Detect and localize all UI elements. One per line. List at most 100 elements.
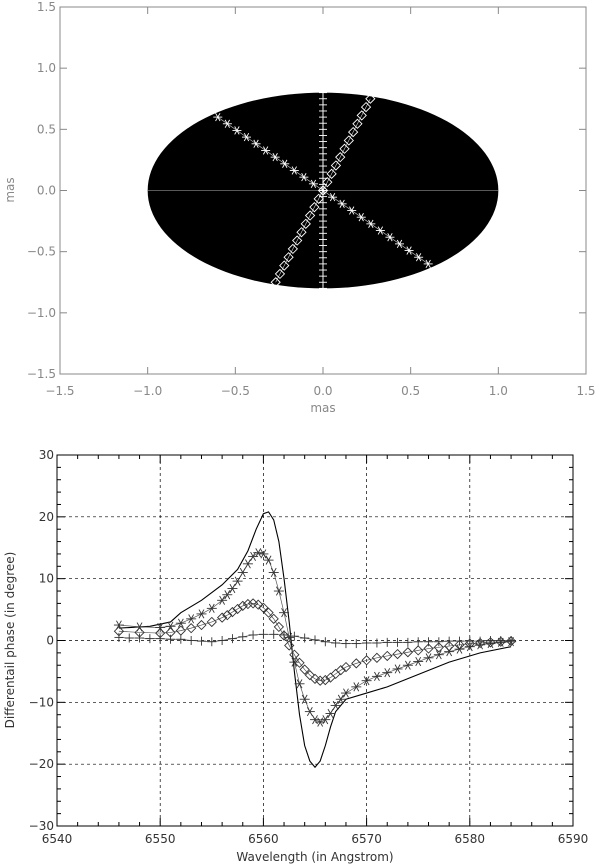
- baseline-asterisk-marker: [308, 179, 318, 188]
- phase-series-asterisk-point: [433, 650, 444, 660]
- phase-series-diamond-point: [454, 639, 465, 650]
- phase-series-asterisk-point: [237, 567, 248, 578]
- phase-series-diamond-point: [258, 602, 269, 613]
- baseline-asterisk-marker: [356, 213, 366, 222]
- phase-series-plus-point: [424, 637, 434, 647]
- disk-map-y-tick-label: 0.0: [37, 184, 56, 198]
- baseline-asterisk-marker: [280, 159, 290, 168]
- phase-series-asterisk-point: [294, 679, 305, 689]
- phase-series-asterisk-point: [279, 608, 290, 618]
- baseline-diamond-marker: [343, 135, 354, 146]
- phase-series-asterisk-point: [227, 583, 238, 594]
- phase-series-diamond-point: [351, 658, 362, 669]
- phase-y-tick-label: 30: [39, 448, 54, 462]
- phase-series-diamond-point: [423, 643, 434, 654]
- phase-series-diamond-point: [299, 664, 310, 675]
- phase-series-diamond-point: [268, 613, 279, 624]
- disk-map-y-tick-label: −1.5: [27, 367, 56, 381]
- phase-series-diamond-point: [413, 645, 424, 656]
- phase-series-diamond-point: [273, 621, 285, 633]
- phase-series-diamond-point: [505, 635, 517, 647]
- phase-series-plus-point: [238, 632, 248, 642]
- phase-series-plus-point: [269, 629, 279, 639]
- differential-phase-panel: 6540 6550 6560 6570 6580 6590 −30 −20 −10 0 10 20 30…: [3, 448, 588, 864]
- phase-series: [113, 511, 517, 769]
- phase-series-diamond-point: [284, 640, 295, 651]
- phase-series-asterisk-point: [382, 668, 393, 678]
- phase-series-asterisk-point: [242, 559, 253, 569]
- phase-x-tick-label: 6570: [351, 832, 382, 846]
- phase-series-asterisk-point: [175, 618, 186, 628]
- disk-map-x-tick-label: 0.5: [401, 384, 420, 398]
- phase-series-plus-point: [434, 637, 444, 647]
- phase-y-tick-label: 20: [39, 510, 54, 524]
- phase-series-asterisk-point: [361, 676, 372, 686]
- phase-grid: [57, 455, 573, 826]
- baseline-asterisk-marker: [213, 112, 223, 122]
- phase-series-diamond-point: [320, 674, 331, 686]
- phase-series-diamond-point: [335, 665, 346, 676]
- phase-series-diamond-point: [361, 655, 372, 666]
- phase-series-asterisk-point: [232, 576, 243, 586]
- disk-map-x-tick-label: −1.0: [133, 384, 162, 398]
- phase-series-plus-point: [145, 634, 155, 644]
- baseline-diamond-marker: [330, 160, 342, 171]
- phase-series-asterisk-point: [299, 694, 310, 704]
- phase-series-diamond-point: [186, 622, 197, 634]
- phase-series-plus-point: [454, 636, 464, 646]
- phase-series-diamond-point: [222, 610, 233, 621]
- phase-series-diamond-point: [304, 669, 315, 681]
- phase-x-axis-title: Wavelength (in Angstrom): [236, 850, 393, 864]
- baseline-diamond-marker: [339, 143, 350, 154]
- phase-series-none-line: [118, 511, 512, 769]
- phase-y-tick-label: 0: [46, 634, 54, 648]
- baseline-asterisk-marker: [222, 119, 232, 128]
- baseline-asterisk-marker: [395, 239, 405, 249]
- baseline-asterisk-marker: [347, 206, 357, 215]
- phase-series-plus-point: [289, 631, 299, 641]
- phase-series-plus-point: [413, 637, 423, 647]
- phase-series-plus-point: [372, 638, 382, 648]
- disk-map-x-tick-label: −0.5: [221, 384, 250, 398]
- baseline-diamond-marker: [352, 118, 363, 129]
- phase-series-asterisk-point: [371, 671, 382, 681]
- phase-series-diamond-point: [227, 606, 238, 618]
- baseline-diamond-marker: [270, 277, 281, 288]
- phase-series-asterisk-point: [304, 707, 315, 717]
- phase-series-diamond-point: [242, 598, 254, 610]
- disk-map-y-axis-title: mas: [3, 177, 17, 202]
- phase-series-diamond-point: [433, 642, 444, 653]
- phase-series-plus-point: [300, 633, 310, 643]
- phase-series-diamond-point: [309, 673, 321, 684]
- phase-series-plus-point: [485, 636, 495, 645]
- disk-map-y-tick-label: 1.0: [37, 61, 56, 75]
- phase-series-asterisk-point: [222, 590, 233, 600]
- phase-series-asterisk-point: [289, 657, 300, 667]
- disk-map-x-tick-label: 1.0: [489, 384, 508, 398]
- disk-map-x-tick-label: 0.0: [313, 384, 332, 398]
- phase-y-axis-title: Differentail phase (in degree): [3, 552, 17, 729]
- phase-series-diamond-point: [340, 661, 352, 673]
- phase-series-diamond-point: [444, 640, 455, 652]
- phase-series-plus-point: [393, 637, 403, 647]
- phase-series-asterisk-point: [335, 694, 346, 704]
- baseline-diamond-marker: [300, 218, 311, 230]
- phase-series-plus-point: [351, 639, 361, 649]
- phase-series-diamond-point: [382, 650, 393, 662]
- disk-map-panel: −1.5 −1.0 −0.5 0.0 0.5 1.0 1.5 −1.5 −1.0 −0.5 0.0 0…: [3, 0, 596, 415]
- phase-series-diamond-point: [402, 647, 414, 658]
- phase-x-tick-label: 6590: [558, 832, 589, 846]
- phase-series-asterisk-point: [444, 647, 455, 657]
- phase-series-asterisk-point: [134, 622, 145, 632]
- phase-series-plus-point: [258, 629, 268, 639]
- baseline-asterisk-marker: [404, 246, 414, 255]
- baseline-asterisk-marker: [423, 259, 433, 269]
- phase-series-diamond-point: [206, 616, 217, 628]
- phase-y-tick-label: 10: [39, 572, 54, 586]
- baseline-diamond-marker: [313, 193, 324, 204]
- phase-series-asterisk-point: [268, 567, 279, 578]
- phase-series-plus-point: [403, 637, 413, 647]
- baseline-diamond-marker: [279, 260, 290, 271]
- phase-series-plus-point: [166, 634, 176, 644]
